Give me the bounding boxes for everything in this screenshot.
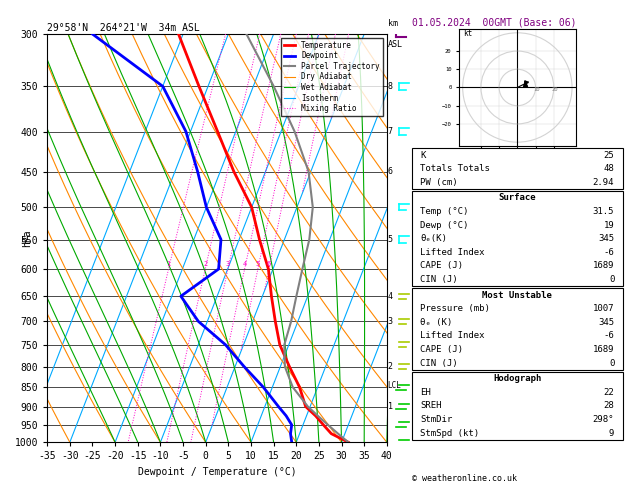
Text: Surface: Surface (499, 193, 536, 202)
Text: -6: -6 (604, 248, 615, 257)
Text: 9: 9 (609, 429, 615, 437)
Text: 2: 2 (387, 362, 392, 371)
Text: 0: 0 (609, 275, 615, 284)
Text: 5: 5 (256, 261, 260, 267)
Legend: Temperature, Dewpoint, Parcel Trajectory, Dry Adiabat, Wet Adiabat, Isotherm, Mi: Temperature, Dewpoint, Parcel Trajectory… (281, 38, 383, 116)
Text: 345: 345 (598, 318, 615, 327)
Text: 1689: 1689 (593, 345, 615, 354)
Text: 5: 5 (387, 235, 392, 244)
Text: hPa: hPa (22, 229, 32, 247)
Text: 3: 3 (226, 261, 230, 267)
Text: Totals Totals: Totals Totals (420, 164, 490, 173)
Text: Hodograph: Hodograph (493, 374, 542, 383)
Text: 4: 4 (242, 261, 247, 267)
Text: 7: 7 (387, 127, 392, 136)
Text: 3: 3 (387, 317, 392, 326)
Text: EH: EH (420, 388, 431, 397)
Text: 10: 10 (534, 87, 540, 92)
Text: 28: 28 (604, 401, 615, 410)
Text: 22: 22 (604, 388, 615, 397)
Text: 4: 4 (387, 292, 392, 301)
Text: 2: 2 (203, 261, 208, 267)
Text: StmSpd (kt): StmSpd (kt) (420, 429, 479, 437)
Text: CIN (J): CIN (J) (420, 359, 458, 367)
Text: 1689: 1689 (593, 261, 615, 270)
Text: 1: 1 (387, 402, 392, 411)
Text: LCL: LCL (387, 381, 401, 390)
Text: 298°: 298° (593, 415, 615, 424)
Text: 31.5: 31.5 (593, 207, 615, 216)
Text: 0: 0 (609, 359, 615, 367)
X-axis label: Dewpoint / Temperature (°C): Dewpoint / Temperature (°C) (138, 467, 296, 477)
Text: CAPE (J): CAPE (J) (420, 345, 464, 354)
Text: Pressure (mb): Pressure (mb) (420, 304, 490, 313)
Text: StmDir: StmDir (420, 415, 453, 424)
Text: Dewp (°C): Dewp (°C) (420, 221, 469, 229)
Text: Temp (°C): Temp (°C) (420, 207, 469, 216)
Text: Mixing Ratio (g/kg): Mixing Ratio (g/kg) (413, 191, 422, 286)
Text: Lifted Index: Lifted Index (420, 248, 485, 257)
Text: K: K (420, 151, 426, 159)
Text: 2.94: 2.94 (593, 178, 615, 187)
Text: 29°58'N  264°21'W  34m ASL: 29°58'N 264°21'W 34m ASL (47, 23, 200, 33)
Text: 01.05.2024  00GMT (Base: 06): 01.05.2024 00GMT (Base: 06) (412, 17, 577, 27)
Text: -6: -6 (604, 331, 615, 340)
Text: 1007: 1007 (593, 304, 615, 313)
Text: © weatheronline.co.uk: © weatheronline.co.uk (412, 474, 517, 483)
Text: SREH: SREH (420, 401, 442, 410)
Text: 19: 19 (604, 221, 615, 229)
Text: Lifted Index: Lifted Index (420, 331, 485, 340)
Text: CIN (J): CIN (J) (420, 275, 458, 284)
Text: ASL: ASL (387, 40, 403, 49)
Text: 48: 48 (604, 164, 615, 173)
Text: 1: 1 (167, 261, 170, 267)
Text: 20: 20 (552, 87, 559, 92)
Text: 6: 6 (387, 167, 392, 176)
Text: θₑ (K): θₑ (K) (420, 318, 453, 327)
Text: 6: 6 (267, 261, 271, 267)
Text: CAPE (J): CAPE (J) (420, 261, 464, 270)
Text: km: km (387, 19, 398, 28)
Text: kt: kt (463, 30, 472, 38)
Text: θₑ(K): θₑ(K) (420, 234, 447, 243)
Text: PW (cm): PW (cm) (420, 178, 458, 187)
Text: 8: 8 (387, 82, 392, 91)
Text: 345: 345 (598, 234, 615, 243)
Text: 25: 25 (604, 151, 615, 159)
Text: Most Unstable: Most Unstable (482, 291, 552, 299)
